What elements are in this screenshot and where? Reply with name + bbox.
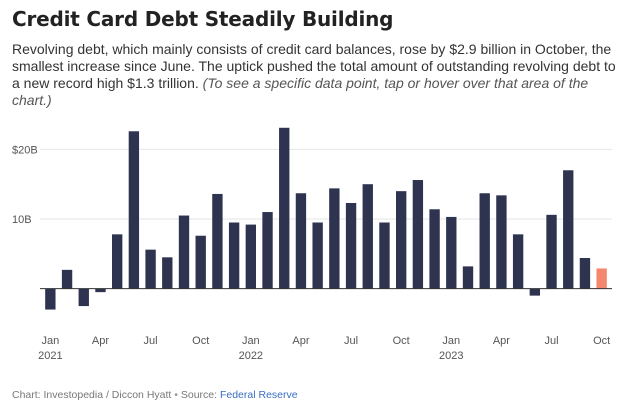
y-tick-label-10: 10B: [12, 214, 32, 226]
bar-17[interactable]: Jun 2022: 14.4: [329, 188, 340, 289]
axes: $20B 10B Jan 2021 Apr Jul Oct Jan 2022 Apr Jul Oct J…: [12, 144, 612, 362]
chart-footer: Chart: Investopedia / Diccon Hyatt • Sou…: [12, 389, 298, 401]
y-tick-label-20: $20B: [12, 144, 38, 156]
x-tick-label-18: Jul: [344, 335, 358, 347]
subtitle-note: (To see a specific data point, tap or ho…: [12, 75, 589, 108]
bar-16[interactable]: May 2022: 9.5: [312, 222, 323, 289]
bar-30[interactable]: Jul 2023: 10.6: [546, 214, 557, 289]
bar-1[interactable]: Feb 2021: 2.7: [61, 269, 73, 289]
x-tick-label-24: Jan: [442, 335, 460, 347]
bar-0[interactable]: Jan 2021: -3: [45, 288, 56, 310]
bar-23[interactable]: Dec 2022: 11.4: [429, 209, 440, 289]
x-tick-year-12: 2022: [239, 350, 263, 362]
footer-separator: •: [174, 389, 178, 401]
bar-10[interactable]: Nov 2021: 13.6: [212, 193, 223, 289]
bars[interactable]: Jan 2021: -3 Feb 2021: 2.7 Mar 2021: -2.5 A…: [45, 127, 607, 310]
chart-title: Credit Card Debt Steadily Building: [12, 7, 394, 31]
x-tick-year-0: 2021: [38, 350, 62, 362]
bar-27[interactable]: Apr 2023: 13.4: [496, 195, 507, 289]
x-tick-label-33: Oct: [593, 335, 610, 347]
x-tick-label-9: Oct: [192, 335, 209, 347]
bar-24[interactable]: Jan 2023: 10.3: [446, 216, 457, 289]
bar-7[interactable]: Aug 2021: 4.5: [162, 257, 173, 289]
x-tick-label-30: Jul: [544, 335, 558, 347]
bar-13[interactable]: Feb 2022: 11: [262, 212, 273, 289]
bar-31[interactable]: Aug 2023: 17: [563, 170, 574, 289]
bar-6[interactable]: Jul 2021: 5.6: [145, 249, 156, 289]
subtitle-text: Revolving debt, which mainly consists of…: [12, 41, 616, 91]
bar-18[interactable]: Jul 2022: 12.3: [345, 203, 357, 289]
x-tick-label-3: Apr: [92, 335, 109, 347]
source-link[interactable]: Federal Reserve: [219, 389, 298, 401]
chart-subtitle: Revolving debt, which mainly consists of…: [12, 41, 624, 109]
bar-26[interactable]: Mar 2023: 13.7: [479, 193, 490, 289]
footer-source-label: Source:: [180, 389, 218, 401]
bar-14[interactable]: Mar 2022: 23.1: [279, 127, 290, 289]
bar-33[interactable]: Oct 2023: 2.9: [596, 268, 607, 289]
x-tick-label-21: Oct: [393, 335, 410, 347]
bar-25[interactable]: Feb 2023: 3.2: [462, 266, 474, 289]
bar-28[interactable]: May 2023: 7.8: [512, 234, 524, 289]
bar-32[interactable]: Sep 2023: 4.4: [579, 258, 591, 289]
bar-15[interactable]: Apr 2022: 13.7: [295, 193, 307, 289]
x-tick-label-12: Jan: [242, 335, 260, 347]
x-tick-label-0: Jan: [41, 335, 59, 347]
x-tick-label-27: Apr: [493, 335, 510, 347]
bar-20[interactable]: Sep 2022: 9.5: [379, 222, 390, 289]
footer-credit: Chart: Investopedia / Diccon Hyatt: [12, 389, 172, 401]
bar-22[interactable]: Nov 2022: 15.6: [412, 180, 424, 289]
bar-8[interactable]: Sep 2021: 10.5: [178, 215, 190, 289]
bar-21[interactable]: Oct 2022: 14: [395, 191, 407, 289]
x-tick-year-24: 2023: [439, 350, 463, 362]
gridlines: [40, 148, 612, 220]
bar-5[interactable]: Jun 2021: 22.6: [128, 131, 140, 289]
bar-3[interactable]: Apr 2021: -0.5: [95, 288, 106, 293]
x-tick-label-15: Apr: [292, 335, 309, 347]
bar-4[interactable]: May 2021: 7.8: [111, 234, 123, 289]
bar-19[interactable]: Aug 2022: 15: [362, 184, 373, 289]
bar-12[interactable]: Jan 2022: 9.2: [245, 224, 257, 289]
bar-chart[interactable]: Jan 2021: -3 Feb 2021: 2.7 Mar 2021: -2.5 A…: [0, 0, 635, 385]
x-tick-label-6: Jul: [144, 335, 158, 347]
bar-9[interactable]: Oct 2021: 7.6: [195, 235, 206, 289]
bar-11[interactable]: Dec 2021: 9.5: [228, 222, 240, 289]
bar-29[interactable]: Jun 2023: -1: [529, 288, 541, 296]
bar-2[interactable]: Mar 2021: -2.5: [78, 288, 89, 307]
